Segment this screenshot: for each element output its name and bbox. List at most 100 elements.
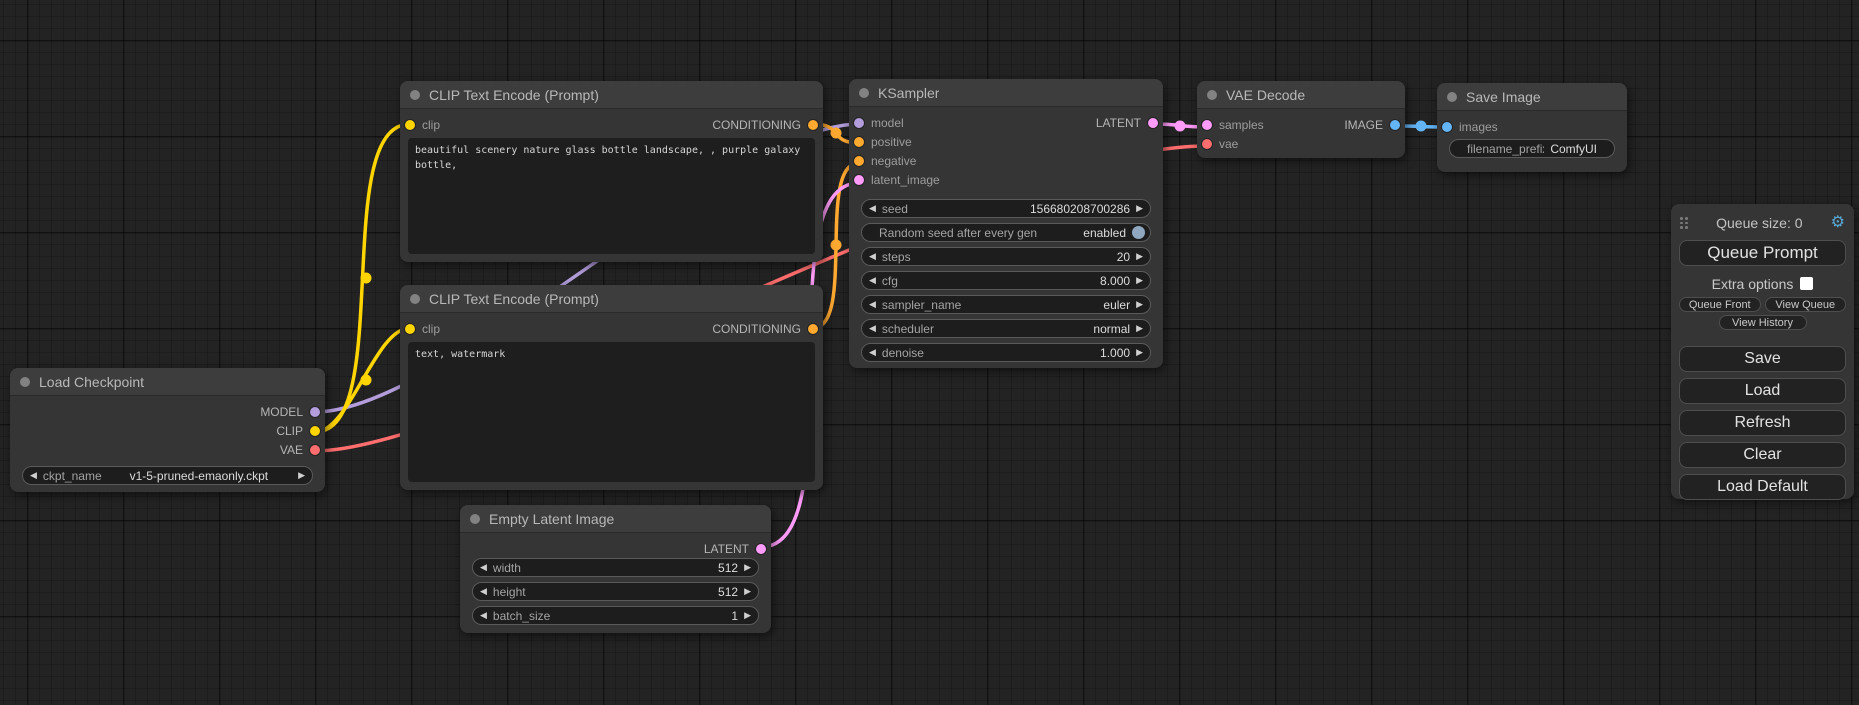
increment-icon[interactable]: ▶ — [1136, 347, 1143, 357]
link-dot[interactable] — [830, 239, 842, 251]
output-port-clip[interactable] — [310, 425, 320, 436]
load-default-button[interactable]: Load Default — [1679, 474, 1846, 500]
queue-front-button[interactable]: Queue Front — [1679, 297, 1761, 312]
node-clip-text-encode-positive[interactable]: CLIP Text Encode (Prompt) clip CONDITION… — [400, 81, 823, 262]
node-title: Load Checkpoint — [39, 373, 145, 390]
widget-seed[interactable]: ◀ seed 156680208700286 ▶ — [861, 199, 1151, 218]
increment-icon[interactable]: ▶ — [1136, 299, 1143, 309]
collapse-icon[interactable] — [410, 89, 420, 100]
link-dot[interactable] — [1174, 120, 1186, 132]
view-queue-button[interactable]: View Queue — [1764, 297, 1846, 312]
extra-options-checkbox[interactable] — [1800, 277, 1814, 290]
input-port-clip[interactable] — [405, 323, 415, 334]
output-port-model[interactable] — [310, 406, 320, 417]
widget-label: steps — [881, 249, 911, 264]
queue-prompt-button[interactable]: Queue Prompt — [1679, 240, 1846, 266]
decrement-icon[interactable]: ◀ — [480, 610, 487, 620]
node-title: CLIP Text Encode (Prompt) — [429, 86, 599, 103]
input-port-samples[interactable] — [1202, 119, 1212, 130]
widget-height[interactable]: ◀ height 512 ▶ — [472, 582, 759, 601]
decrement-icon[interactable]: ◀ — [480, 562, 487, 572]
load-button[interactable]: Load — [1679, 378, 1846, 404]
negative-prompt-text[interactable]: text, watermark — [408, 342, 815, 482]
input-port-positive[interactable] — [854, 136, 864, 147]
widget-ckpt-name[interactable]: ◀ ckpt_name v1-5-pruned-emaonly.ckpt ▶ — [22, 466, 313, 485]
output-port-image[interactable] — [1390, 119, 1400, 130]
settings-gear-icon[interactable]: ⚙ — [1830, 214, 1845, 231]
input-port-vae[interactable] — [1202, 138, 1212, 149]
output-port-conditioning[interactable] — [808, 119, 818, 130]
port-label: CONDITIONING — [712, 321, 801, 336]
link-dot[interactable] — [830, 127, 842, 139]
node-title-bar[interactable]: Save Image — [1437, 83, 1627, 111]
input-port-negative[interactable] — [854, 155, 864, 166]
widget-sampler-name[interactable]: ◀ sampler_name euler ▶ — [861, 295, 1151, 314]
collapse-icon[interactable] — [1207, 89, 1217, 100]
node-empty-latent-image[interactable]: Empty Latent Image LATENT ◀ width 512 ▶ … — [460, 505, 771, 633]
widget-denoise[interactable]: ◀ denoise 1.000 ▶ — [861, 343, 1151, 362]
widget-scheduler[interactable]: ◀ scheduler normal ▶ — [861, 319, 1151, 338]
node-title-bar[interactable]: Empty Latent Image — [460, 505, 771, 533]
input-port-images[interactable] — [1442, 121, 1452, 132]
decrement-icon[interactable]: ◀ — [869, 203, 876, 213]
node-load-checkpoint[interactable]: Load Checkpoint MODEL CLIP VAE ◀ ckpt_na… — [10, 368, 325, 492]
widget-batch-size[interactable]: ◀ batch_size 1 ▶ — [472, 606, 759, 625]
port-label: images — [1459, 119, 1498, 134]
clear-button[interactable]: Clear — [1679, 442, 1846, 468]
decrement-icon[interactable]: ◀ — [869, 275, 876, 285]
link-dot[interactable] — [360, 272, 372, 284]
port-label: samples — [1219, 117, 1264, 132]
decrement-icon[interactable]: ◀ — [480, 586, 487, 596]
positive-prompt-text[interactable]: beautiful scenery nature glass bottle la… — [408, 138, 815, 254]
widget-width[interactable]: ◀ width 512 ▶ — [472, 558, 759, 577]
widget-cfg[interactable]: ◀ cfg 8.000 ▶ — [861, 271, 1151, 290]
decrement-icon[interactable]: ◀ — [869, 251, 876, 261]
widget-label: filename_prefix — [1467, 141, 1545, 156]
increment-icon[interactable]: ▶ — [1136, 323, 1143, 333]
toggle-knob-icon[interactable] — [1132, 226, 1145, 239]
decrement-icon[interactable]: ◀ — [869, 299, 876, 309]
increment-icon[interactable]: ▶ — [1136, 203, 1143, 213]
node-title-bar[interactable]: CLIP Text Encode (Prompt) — [400, 81, 823, 109]
output-port-latent[interactable] — [756, 543, 766, 554]
output-port-latent[interactable] — [1148, 117, 1158, 128]
collapse-icon[interactable] — [470, 513, 480, 524]
increment-icon[interactable]: ▶ — [744, 586, 751, 596]
port-label: vae — [1219, 136, 1239, 151]
output-port-vae[interactable] — [310, 444, 320, 455]
node-title-bar[interactable]: Load Checkpoint — [10, 368, 325, 396]
node-title-bar[interactable]: KSampler — [849, 79, 1163, 107]
increment-icon[interactable]: ▶ — [744, 562, 751, 572]
decrement-icon[interactable]: ◀ — [869, 323, 876, 333]
node-title-bar[interactable]: VAE Decode — [1197, 81, 1405, 109]
node-ksampler[interactable]: KSampler model LATENT positive negative … — [849, 79, 1163, 368]
collapse-icon[interactable] — [410, 293, 420, 304]
widget-steps[interactable]: ◀ steps 20 ▶ — [861, 247, 1151, 266]
node-vae-decode[interactable]: VAE Decode samples IMAGE vae — [1197, 81, 1405, 158]
increment-icon[interactable]: ▶ — [1136, 275, 1143, 285]
refresh-button[interactable]: Refresh — [1679, 410, 1846, 436]
input-port-clip[interactable] — [405, 119, 415, 130]
widget-filename-prefix[interactable]: filename_prefix ComfyUI — [1449, 139, 1615, 158]
collapse-icon[interactable] — [859, 87, 869, 98]
view-history-button[interactable]: View History — [1718, 315, 1807, 330]
decrement-icon[interactable]: ◀ — [30, 470, 37, 480]
extra-options-label: Extra options — [1711, 275, 1794, 292]
decrement-icon[interactable]: ◀ — [869, 347, 876, 357]
increment-icon[interactable]: ▶ — [298, 470, 305, 480]
drag-handle-icon[interactable] — [1680, 217, 1688, 229]
input-port-model[interactable] — [854, 117, 864, 128]
link-dot[interactable] — [360, 374, 372, 386]
increment-icon[interactable]: ▶ — [1136, 251, 1143, 261]
collapse-icon[interactable] — [1447, 91, 1457, 102]
widget-random-seed-toggle[interactable]: Random seed after every gen enabled — [861, 223, 1151, 242]
link-dot[interactable] — [1415, 120, 1427, 132]
output-port-conditioning[interactable] — [808, 323, 818, 334]
collapse-icon[interactable] — [20, 376, 30, 387]
node-clip-text-encode-negative[interactable]: CLIP Text Encode (Prompt) clip CONDITION… — [400, 285, 823, 490]
increment-icon[interactable]: ▶ — [744, 610, 751, 620]
save-button[interactable]: Save — [1679, 346, 1846, 372]
input-port-latent-image[interactable] — [854, 174, 864, 185]
node-title-bar[interactable]: CLIP Text Encode (Prompt) — [400, 285, 823, 313]
node-save-image[interactable]: Save Image images filename_prefix ComfyU… — [1437, 83, 1627, 172]
